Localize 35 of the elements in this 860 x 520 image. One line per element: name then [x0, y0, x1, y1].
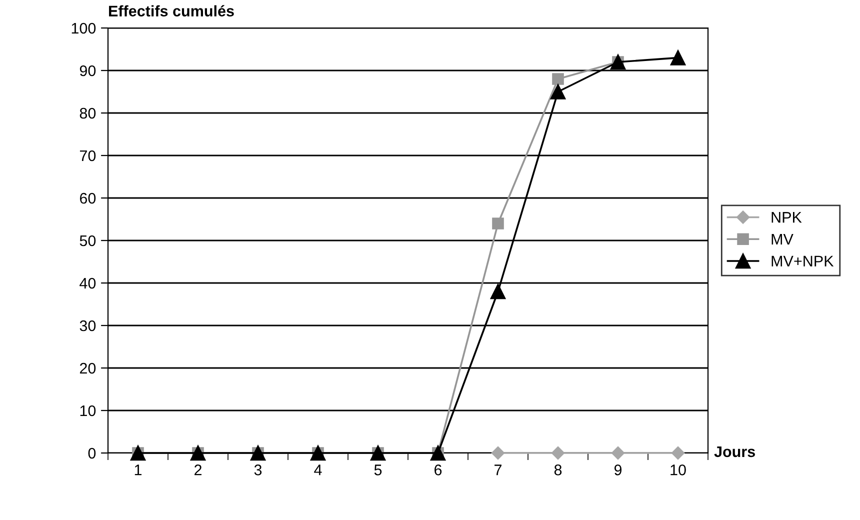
- x-tick-label: 6: [434, 464, 442, 476]
- x-tick-label: 4: [314, 464, 322, 476]
- x-tick-label: 2: [194, 464, 202, 476]
- y-tick-label: 60: [80, 192, 96, 204]
- point: [671, 446, 685, 460]
- x-axis-title: Jours: [714, 446, 755, 458]
- y-tick-label: 80: [80, 108, 96, 119]
- y-tick-label: 90: [80, 65, 96, 76]
- y-tick-label: 20: [80, 362, 96, 374]
- x-tick-label: 5: [374, 464, 382, 476]
- point: [490, 284, 506, 300]
- x-tick-label: 1: [134, 464, 142, 476]
- y-tick-label: 100: [72, 22, 96, 34]
- legend-label: MV+NPK: [772, 256, 834, 266]
- y-tick-label: 0: [88, 448, 96, 459]
- point: [670, 50, 686, 66]
- y-tick-label: 50: [80, 235, 96, 246]
- point: [492, 218, 504, 230]
- legend-label: NPK: [772, 212, 802, 223]
- legend-label: MV: [772, 234, 794, 244]
- point: [551, 446, 565, 460]
- x-tick-label: 8: [554, 464, 562, 476]
- y-axis-title: Effectifs cumulés: [109, 5, 234, 16]
- x-tick-label: 9: [614, 464, 622, 476]
- x-tick-label: 3: [254, 464, 262, 476]
- point: [491, 446, 505, 460]
- x-tick-label: 7: [494, 464, 502, 476]
- x-tick-label: 10: [670, 464, 686, 476]
- y-tick-label: 10: [80, 405, 96, 416]
- y-tick-label: 40: [80, 278, 96, 289]
- y-tick-label: 70: [80, 150, 96, 162]
- point: [552, 73, 564, 85]
- y-tick-label: 30: [80, 320, 96, 332]
- point: [611, 446, 625, 460]
- point: [550, 84, 566, 100]
